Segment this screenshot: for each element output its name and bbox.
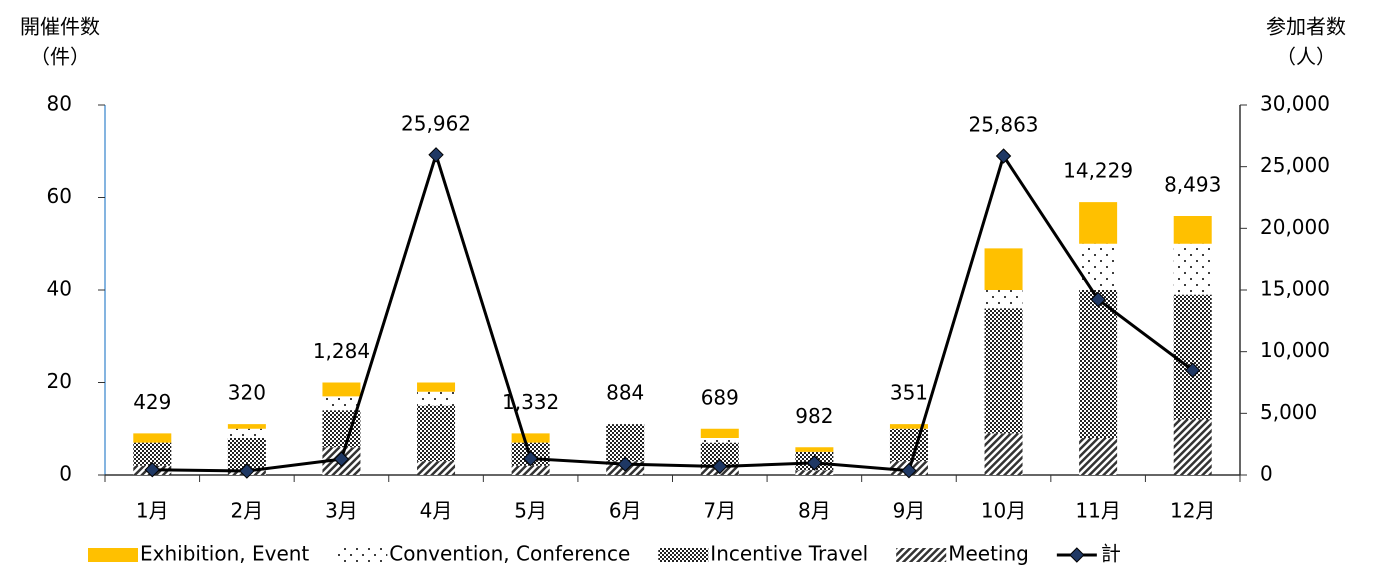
x-tick-label: 8月 bbox=[798, 499, 831, 523]
bar-segment bbox=[133, 433, 172, 443]
line-marker bbox=[522, 450, 539, 467]
y2-axis-unit: （人） bbox=[1276, 45, 1336, 69]
y-tick-label: 80 bbox=[47, 92, 72, 116]
x-tick-label: 5月 bbox=[514, 499, 547, 523]
y-tick-label: 40 bbox=[47, 277, 72, 301]
bar-segment bbox=[1079, 202, 1118, 244]
y-tick-label: 0 bbox=[59, 462, 72, 486]
bar-segment bbox=[417, 461, 456, 475]
x-tick-label: 4月 bbox=[420, 499, 453, 523]
bar-segment bbox=[700, 438, 739, 443]
bar-segment bbox=[984, 433, 1023, 475]
bar-segment bbox=[984, 308, 1023, 434]
line-marker bbox=[1185, 362, 1201, 378]
y2-tick-label: 0 bbox=[1260, 462, 1273, 486]
x-tick-label: 3月 bbox=[325, 499, 358, 523]
data-label: 689 bbox=[701, 385, 739, 409]
bar-segment bbox=[511, 465, 550, 475]
line-marker bbox=[333, 451, 350, 467]
x-tick-label: 7月 bbox=[703, 499, 736, 523]
y2-tick-label: 30,000 bbox=[1260, 92, 1330, 116]
y-axis-unit: （件） bbox=[30, 45, 90, 69]
bar-segment bbox=[795, 470, 834, 475]
data-label: 982 bbox=[795, 404, 833, 428]
x-tick-label: 9月 bbox=[893, 499, 926, 523]
y2-axis-title: 参加者数 bbox=[1266, 15, 1346, 39]
legend-swatch bbox=[896, 548, 947, 562]
bar-segment bbox=[227, 424, 266, 429]
bar-segment bbox=[606, 424, 645, 462]
line-marker bbox=[806, 455, 823, 471]
line-marker bbox=[901, 462, 917, 479]
legend-swatch bbox=[88, 548, 138, 562]
bar-segment bbox=[1173, 294, 1212, 420]
x-tick-label: 1月 bbox=[136, 499, 169, 523]
data-label: 25,962 bbox=[401, 111, 471, 135]
y2-tick-label: 20,000 bbox=[1260, 215, 1330, 239]
bar-segment bbox=[133, 442, 172, 466]
bar-segment bbox=[1079, 243, 1118, 290]
legend-swatch bbox=[658, 548, 709, 562]
bar-segment bbox=[1079, 290, 1118, 438]
line-marker bbox=[239, 463, 255, 479]
y2-tick-label: 25,000 bbox=[1260, 153, 1330, 177]
data-label: 351 bbox=[890, 381, 928, 405]
data-label: 1,284 bbox=[313, 339, 370, 363]
bar-segment bbox=[322, 382, 361, 397]
data-label: 1,332 bbox=[502, 390, 559, 414]
line-marker bbox=[617, 456, 633, 472]
data-label: 14,229 bbox=[1063, 159, 1133, 183]
x-tick-label: 10月 bbox=[981, 499, 1026, 523]
bar-segment bbox=[700, 428, 739, 438]
bar-segment bbox=[1173, 243, 1212, 295]
bar-segment bbox=[889, 424, 928, 429]
line-marker bbox=[712, 458, 728, 475]
data-label: 8,493 bbox=[1164, 173, 1221, 197]
y2-tick-label: 5,000 bbox=[1260, 400, 1317, 424]
line-marker bbox=[1090, 291, 1106, 308]
bar-segment bbox=[984, 290, 1023, 309]
bar-segment bbox=[511, 433, 550, 443]
legend-label: 計 bbox=[1101, 542, 1121, 566]
y2-tick-label: 10,000 bbox=[1260, 338, 1330, 362]
line bbox=[152, 149, 1194, 473]
bar-segment bbox=[1079, 438, 1118, 475]
legend-label: Meeting bbox=[948, 542, 1029, 566]
bar-segment bbox=[417, 391, 456, 406]
y2-tick-label: 15,000 bbox=[1260, 277, 1330, 301]
bar-segment bbox=[1173, 216, 1212, 244]
bar-segment bbox=[417, 382, 456, 392]
x-tick-label: 6月 bbox=[609, 499, 642, 523]
bar-segment bbox=[889, 428, 928, 462]
y-tick-label: 60 bbox=[47, 184, 72, 208]
bar-segment bbox=[984, 248, 1023, 290]
line-marker bbox=[428, 147, 444, 163]
legend-label: Incentive Travel bbox=[710, 542, 868, 566]
x-tick-label: 11月 bbox=[1075, 499, 1120, 523]
bar-segment bbox=[795, 447, 834, 452]
bar-segment bbox=[700, 442, 739, 466]
y-axis-title: 開催件数 bbox=[20, 15, 100, 39]
legend-marker bbox=[1069, 547, 1085, 563]
line-marker bbox=[995, 148, 1012, 164]
data-label: 25,863 bbox=[969, 113, 1039, 137]
data-label: 320 bbox=[228, 381, 266, 405]
bar-segment bbox=[1173, 419, 1212, 475]
line-marker bbox=[144, 462, 160, 478]
legend-label: Exhibition, Event bbox=[140, 542, 309, 566]
legend-label: Convention, Conference bbox=[389, 542, 630, 566]
bar-segment bbox=[417, 405, 456, 462]
bar-segment bbox=[322, 396, 361, 411]
data-label: 884 bbox=[606, 381, 644, 405]
data-label: 429 bbox=[133, 390, 171, 414]
x-tick-label: 12月 bbox=[1170, 499, 1215, 523]
legend-swatch bbox=[337, 548, 388, 562]
bar-segment bbox=[227, 428, 266, 438]
x-tick-label: 2月 bbox=[231, 499, 264, 523]
y-tick-label: 20 bbox=[47, 369, 72, 393]
